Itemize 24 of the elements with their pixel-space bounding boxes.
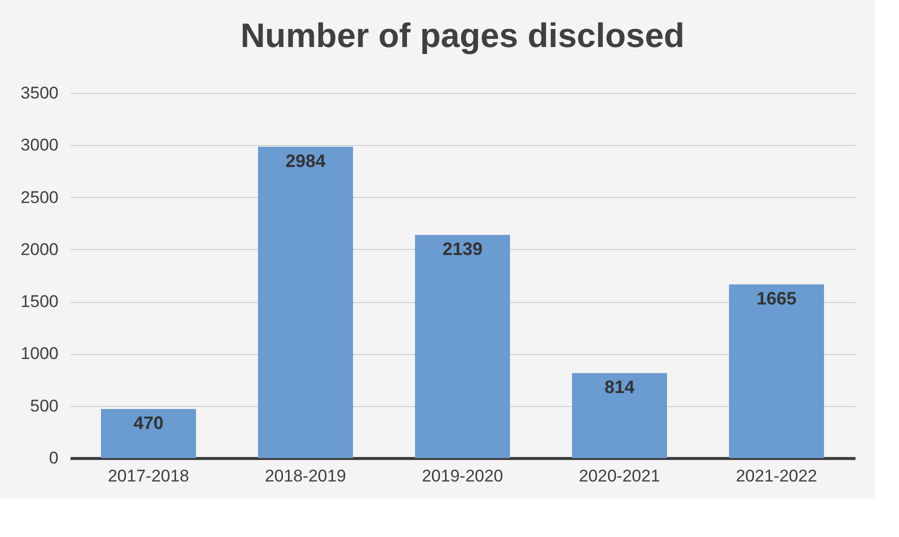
bar: [415, 234, 510, 458]
bar: [729, 284, 824, 458]
x-tick-label: 2020-2021: [578, 466, 660, 486]
y-tick-label: 500: [30, 396, 58, 416]
x-tick-label: 2018-2019: [264, 466, 346, 486]
y-tick-label: 2500: [20, 188, 58, 207]
data-label: 2139: [442, 238, 483, 259]
x-tick-label: 2019-2020: [422, 466, 504, 486]
bar: [258, 146, 353, 458]
data-label: 1665: [756, 288, 797, 308]
chart-title: Number of pages disclosed: [240, 17, 684, 55]
data-label: 2984: [285, 150, 326, 171]
y-tick-label: 3500: [20, 84, 58, 102]
y-tick-label: 2000: [20, 240, 58, 259]
y-tick-label: 1000: [20, 344, 58, 364]
bar: [572, 373, 667, 458]
bar: [101, 408, 196, 458]
data-label: 470: [133, 412, 164, 433]
data-label: 814: [604, 377, 635, 398]
x-tick-label: 2017-2018: [108, 466, 190, 486]
y-tick-label: 1500: [20, 292, 58, 312]
y-tick-label: 0: [49, 448, 58, 468]
x-tick-label: 2021-2022: [736, 466, 818, 486]
y-tick-label: 3000: [20, 136, 58, 155]
